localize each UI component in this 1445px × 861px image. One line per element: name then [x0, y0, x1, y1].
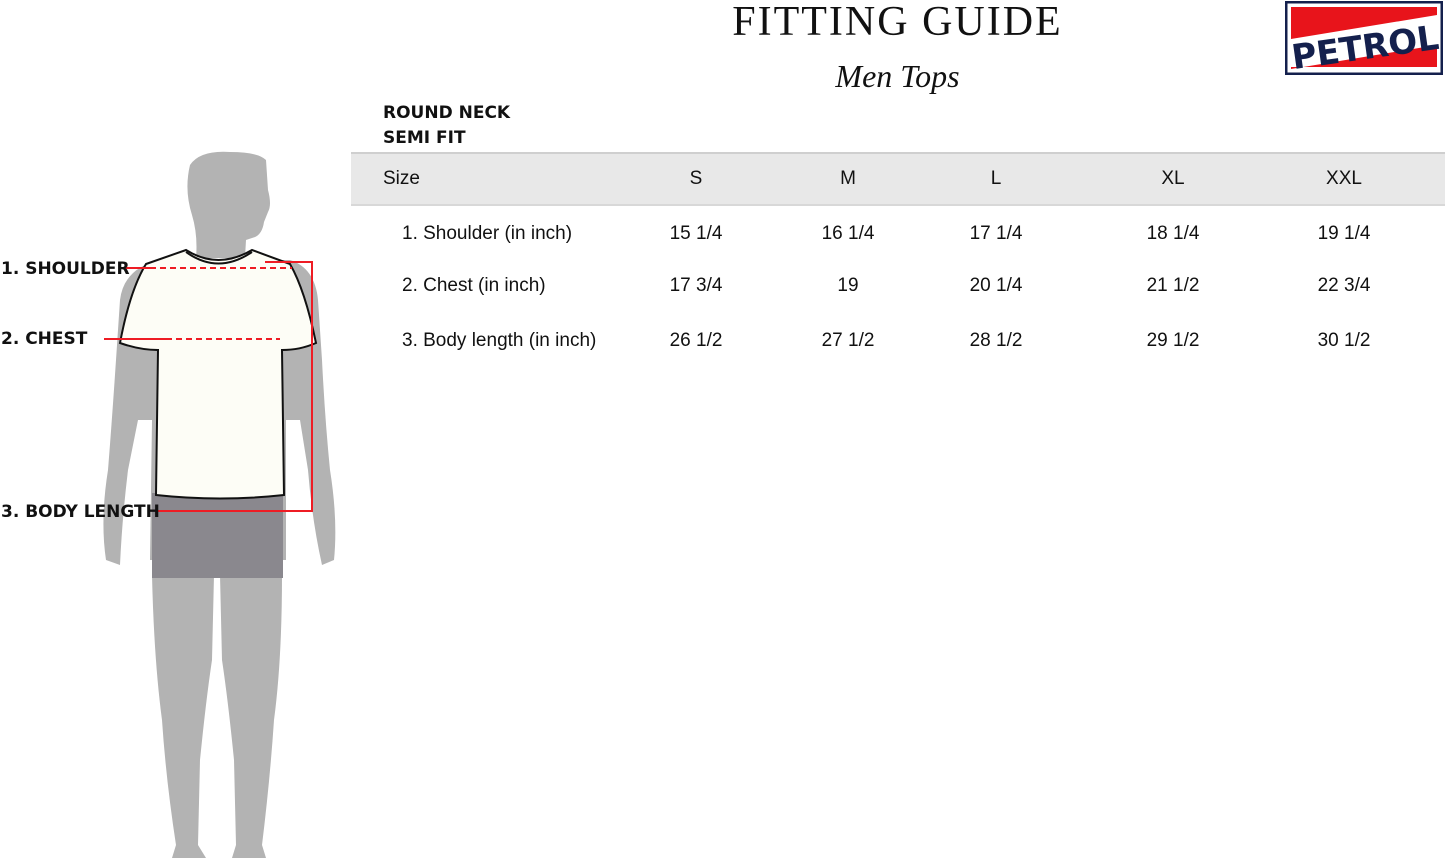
row-label: 2. Chest (in inch): [402, 275, 546, 296]
size-table-header: [351, 152, 1445, 206]
cell: 15 1/4: [669, 223, 723, 244]
shorts: [152, 493, 283, 578]
page-subtitle: Men Tops: [835, 58, 960, 94]
header-s: S: [689, 168, 703, 189]
body-measurement-figure: [103, 151, 336, 858]
cell: 28 1/2: [969, 330, 1023, 351]
shoulder-label: 1. SHOULDER: [1, 259, 130, 279]
header-xxl: XXL: [1326, 168, 1362, 189]
cell: 17 1/4: [969, 223, 1023, 244]
t-shirt: [118, 248, 318, 500]
cell: 27 1/2: [821, 330, 875, 351]
cell: 21 1/2: [1146, 275, 1200, 296]
page-title: FITTING GUIDE: [732, 0, 1063, 45]
header-m: M: [840, 168, 856, 189]
cell: 16 1/4: [821, 223, 875, 244]
row-label: 1. Shoulder (in inch): [402, 223, 573, 244]
cell: 19 1/4: [1317, 223, 1371, 244]
cell: 22 3/4: [1317, 275, 1371, 296]
header-xl: XL: [1161, 168, 1185, 189]
fit-style-label: SEMI FIT: [383, 128, 466, 148]
petrol-logo: PETROL: [1284, 0, 1444, 78]
header-size: Size: [383, 168, 420, 189]
cell: 29 1/2: [1146, 330, 1200, 351]
cell: 19: [837, 275, 859, 296]
row-label: 3. Body length (in inch): [402, 330, 597, 351]
cell: 20 1/4: [969, 275, 1023, 296]
cell: 30 1/2: [1317, 330, 1371, 351]
header-l: L: [990, 168, 1002, 189]
neck-style-label: ROUND NECK: [383, 103, 511, 123]
cell: 17 3/4: [669, 275, 723, 296]
cell: 18 1/4: [1146, 223, 1200, 244]
chest-label: 2. CHEST: [1, 329, 88, 349]
body-length-label: 3. BODY LENGTH: [1, 502, 160, 522]
cell: 26 1/2: [669, 330, 723, 351]
measure-lines: [104, 261, 313, 512]
